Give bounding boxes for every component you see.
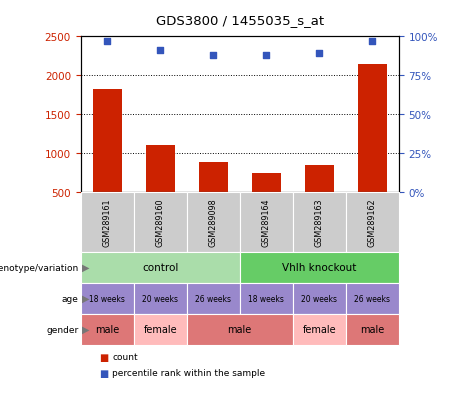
Text: GSM289162: GSM289162 xyxy=(368,198,377,246)
Bar xyxy=(305,166,334,192)
Text: 26 weeks: 26 weeks xyxy=(354,294,390,303)
Text: 20 weeks: 20 weeks xyxy=(142,294,178,303)
Text: control: control xyxy=(142,262,178,273)
Text: GSM289161: GSM289161 xyxy=(103,198,112,246)
Text: 20 weeks: 20 weeks xyxy=(301,294,337,303)
Text: male: male xyxy=(360,324,384,335)
Text: ▶: ▶ xyxy=(82,324,89,335)
Text: 26 weeks: 26 weeks xyxy=(195,294,231,303)
Text: female: female xyxy=(143,324,177,335)
Text: count: count xyxy=(112,352,138,361)
Bar xyxy=(358,65,387,192)
Text: ▶: ▶ xyxy=(82,293,89,304)
Point xyxy=(315,51,323,57)
Text: GSM289164: GSM289164 xyxy=(262,198,271,246)
Bar xyxy=(252,173,281,192)
Text: ■: ■ xyxy=(99,352,108,362)
Text: GDS3800 / 1455035_s_at: GDS3800 / 1455035_s_at xyxy=(156,14,324,27)
Bar xyxy=(146,146,175,192)
Text: male: male xyxy=(228,324,252,335)
Text: female: female xyxy=(302,324,336,335)
Text: genotype/variation: genotype/variation xyxy=(0,263,78,272)
Point xyxy=(368,38,376,45)
Text: GSM289160: GSM289160 xyxy=(156,198,165,246)
Text: percentile rank within the sample: percentile rank within the sample xyxy=(112,368,265,377)
Text: ▶: ▶ xyxy=(82,262,89,273)
Point xyxy=(209,52,217,59)
Text: 18 weeks: 18 weeks xyxy=(248,294,284,303)
Text: GSM289098: GSM289098 xyxy=(209,198,218,246)
Bar xyxy=(93,90,122,192)
Text: age: age xyxy=(61,294,78,303)
Bar xyxy=(199,163,228,192)
Point xyxy=(262,52,270,59)
Text: Vhlh knockout: Vhlh knockout xyxy=(282,262,356,273)
Text: male: male xyxy=(95,324,119,335)
Text: GSM289163: GSM289163 xyxy=(315,198,324,246)
Text: 18 weeks: 18 weeks xyxy=(89,294,125,303)
Text: ■: ■ xyxy=(99,368,108,378)
Point xyxy=(156,48,164,55)
Point xyxy=(103,38,111,45)
Text: gender: gender xyxy=(46,325,78,334)
